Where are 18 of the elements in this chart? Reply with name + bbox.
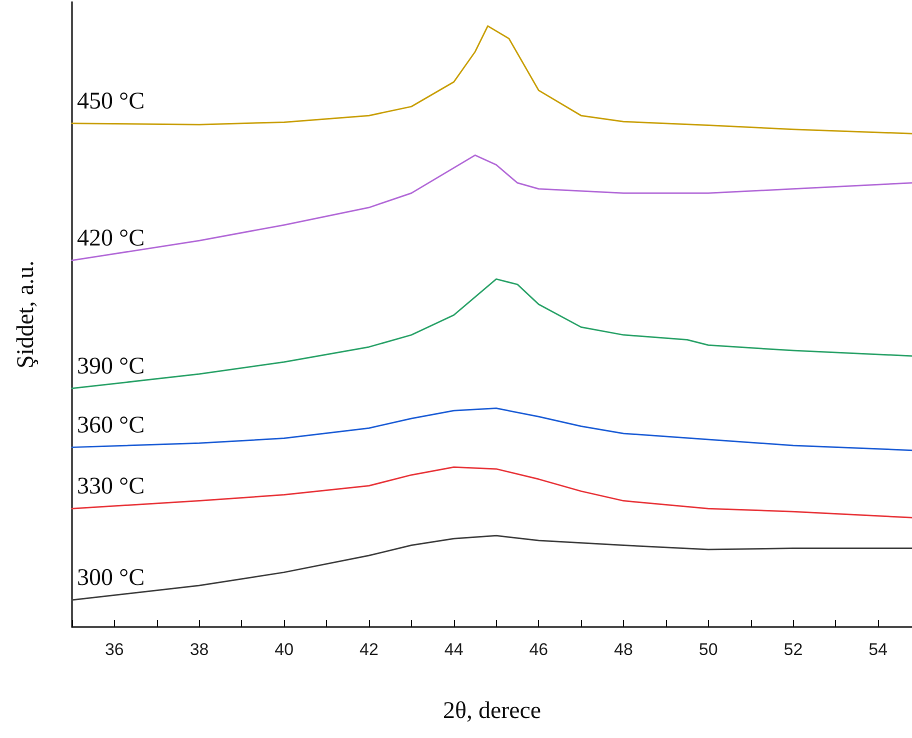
x-tick-label: 36: [104, 640, 124, 659]
x-tick-label: 44: [444, 640, 464, 659]
y-axis-title: Şiddet, a.u.: [13, 260, 39, 368]
x-tick-label: 54: [868, 640, 888, 659]
series-label: 360 °C: [77, 412, 145, 438]
x-tick-label: 46: [529, 640, 548, 659]
x-tick-label: 40: [274, 640, 294, 659]
series-label: 450 °C: [77, 88, 145, 114]
x-tick-label: 38: [190, 640, 209, 659]
x-tick-label: 52: [784, 640, 803, 659]
x-tick-label: 50: [698, 640, 718, 659]
x-tick-label: 42: [360, 640, 378, 659]
series-label: 300 °C: [77, 564, 145, 591]
x-tick-label: 48: [614, 640, 633, 659]
series-label: 420 °C: [77, 225, 145, 252]
series-label: 330 °C: [77, 474, 145, 500]
x-axis-title: 2θ, derece: [442, 698, 542, 724]
series-label: 390 °C: [77, 353, 145, 380]
